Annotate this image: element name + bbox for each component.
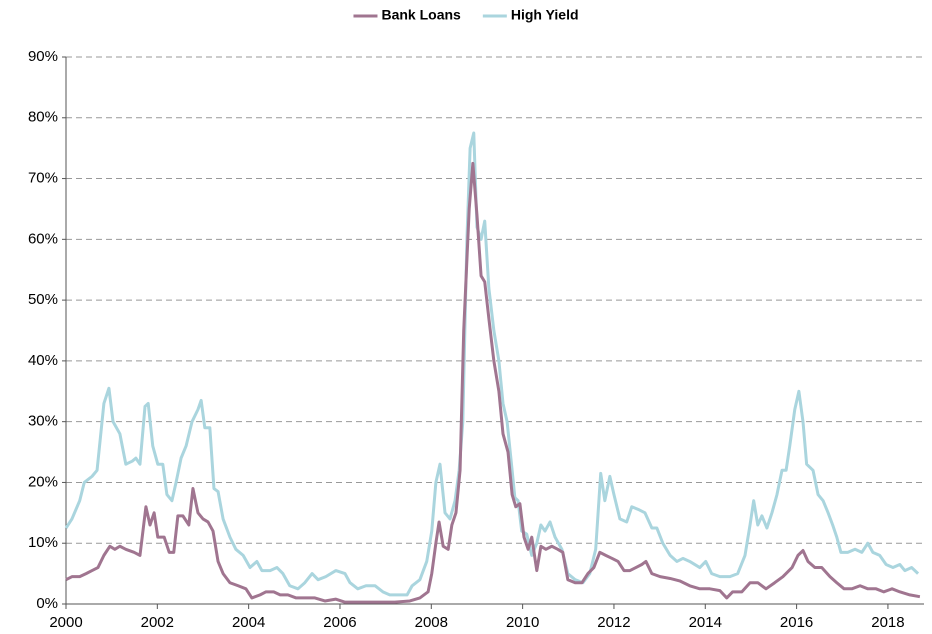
x-tick-label: 2006 <box>323 614 356 631</box>
x-tick-label: 2002 <box>141 614 174 631</box>
y-tick-label: 60% <box>28 230 58 247</box>
y-tick-label: 70% <box>28 170 58 187</box>
y-tick-label: 10% <box>28 534 58 551</box>
y-tick-label: 40% <box>28 352 58 369</box>
y-tick-label: 50% <box>28 291 58 308</box>
series-line <box>64 131 920 597</box>
legend-item: Bank Loans <box>353 7 461 23</box>
y-tick-label: 0% <box>36 595 58 612</box>
x-tick-label: 2012 <box>597 614 630 631</box>
x-tick-label: 2004 <box>232 614 265 631</box>
legend-label: High Yield <box>511 7 579 23</box>
x-tick-label: 2000 <box>49 614 82 631</box>
legend-label: Bank Loans <box>381 7 461 23</box>
y-tick-label: 30% <box>28 413 58 430</box>
x-tick-label: 2018 <box>871 614 904 631</box>
x-tick-label: 2014 <box>689 614 722 631</box>
y-tick-label: 20% <box>28 473 58 490</box>
legend-item: High Yield <box>482 7 579 23</box>
y-tick-label: 80% <box>28 109 58 126</box>
x-tick-label: 2008 <box>415 614 448 631</box>
x-tick-label: 2016 <box>780 614 813 631</box>
series-line <box>65 161 921 604</box>
x-tick-label: 2010 <box>506 614 539 631</box>
y-tick-label: 90% <box>28 48 58 65</box>
